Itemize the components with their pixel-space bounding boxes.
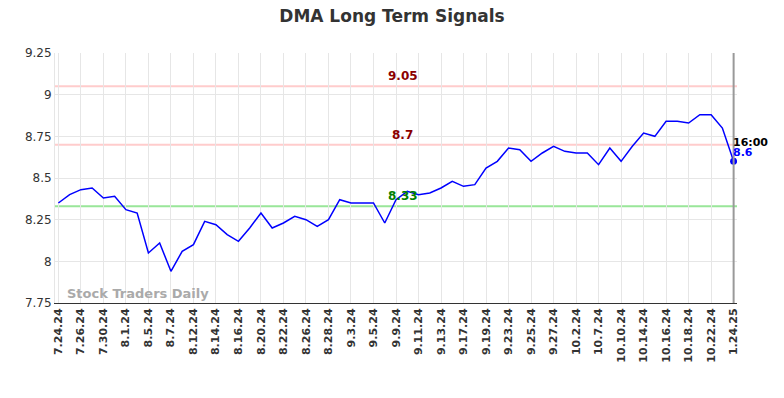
svg-text:8.22.24: 8.22.24 bbox=[277, 308, 290, 355]
svg-text:8.16.24: 8.16.24 bbox=[232, 308, 245, 355]
svg-text:8.6: 8.6 bbox=[733, 146, 753, 159]
svg-text:9.25: 9.25 bbox=[25, 46, 52, 60]
svg-text:10.2.24: 10.2.24 bbox=[570, 308, 583, 355]
svg-text:9.27.24: 9.27.24 bbox=[547, 308, 560, 355]
svg-text:8.28.24: 8.28.24 bbox=[322, 308, 335, 355]
svg-text:8.1.24: 8.1.24 bbox=[119, 308, 132, 347]
svg-text:8: 8 bbox=[44, 255, 52, 269]
svg-text:8.20.24: 8.20.24 bbox=[255, 308, 268, 355]
svg-text:9.9.24: 9.9.24 bbox=[390, 308, 403, 347]
svg-text:8.26.24: 8.26.24 bbox=[300, 308, 313, 355]
svg-text:1.24.25: 1.24.25 bbox=[727, 308, 740, 355]
svg-text:9.19.24: 9.19.24 bbox=[480, 308, 493, 355]
svg-text:9.11.24: 9.11.24 bbox=[412, 308, 425, 355]
svg-text:10.18.24: 10.18.24 bbox=[682, 308, 695, 363]
svg-text:9.3.24: 9.3.24 bbox=[345, 308, 358, 347]
svg-text:9.13.24: 9.13.24 bbox=[435, 308, 448, 355]
svg-text:8.7.24: 8.7.24 bbox=[164, 308, 177, 347]
svg-text:10.14.24: 10.14.24 bbox=[637, 308, 650, 363]
svg-text:7.24.24: 7.24.24 bbox=[52, 308, 65, 355]
svg-text:8.5: 8.5 bbox=[33, 171, 52, 185]
svg-text:8.33: 8.33 bbox=[388, 189, 418, 203]
svg-text:7.30.24: 7.30.24 bbox=[97, 308, 110, 355]
svg-text:DMA Long Term Signals: DMA Long Term Signals bbox=[279, 6, 504, 26]
svg-text:7.26.24: 7.26.24 bbox=[74, 308, 87, 355]
svg-text:Stock Traders Daily: Stock Traders Daily bbox=[67, 286, 209, 301]
svg-text:8.5.24: 8.5.24 bbox=[142, 308, 155, 347]
svg-text:10.16.24: 10.16.24 bbox=[660, 308, 673, 363]
svg-text:9.17.24: 9.17.24 bbox=[457, 308, 470, 355]
svg-text:9.5.24: 9.5.24 bbox=[367, 308, 380, 347]
svg-text:16:00: 16:00 bbox=[733, 136, 768, 149]
svg-text:9: 9 bbox=[44, 88, 52, 102]
svg-text:9.05: 9.05 bbox=[388, 69, 418, 83]
svg-text:8.75: 8.75 bbox=[25, 130, 52, 144]
svg-text:10.7.24: 10.7.24 bbox=[592, 308, 605, 355]
svg-text:8.12.24: 8.12.24 bbox=[187, 308, 200, 355]
svg-text:10.10.24: 10.10.24 bbox=[615, 308, 628, 363]
svg-text:10.22.24: 10.22.24 bbox=[705, 308, 718, 363]
svg-text:7.75: 7.75 bbox=[25, 296, 52, 310]
svg-text:8.7: 8.7 bbox=[392, 128, 413, 142]
svg-text:9.25.24: 9.25.24 bbox=[525, 308, 538, 355]
svg-text:8.14.24: 8.14.24 bbox=[210, 308, 223, 355]
svg-text:8.25: 8.25 bbox=[25, 213, 52, 227]
svg-text:9.23.24: 9.23.24 bbox=[502, 308, 515, 355]
